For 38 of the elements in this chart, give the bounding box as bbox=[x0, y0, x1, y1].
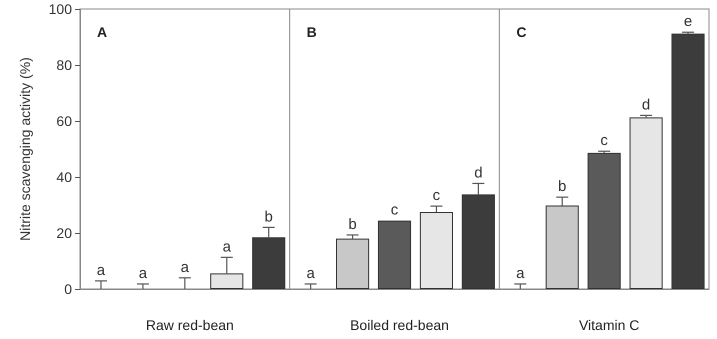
bar bbox=[210, 273, 244, 289]
y-tick-label: 0 bbox=[64, 281, 72, 297]
y-tick-label: 80 bbox=[56, 57, 72, 73]
data-label: a bbox=[138, 264, 148, 282]
annotation: C bbox=[516, 24, 526, 40]
y-tick-label: 20 bbox=[56, 225, 72, 241]
data-label: a bbox=[180, 258, 190, 276]
text: Boiled red-bean bbox=[350, 317, 449, 333]
bar bbox=[420, 212, 453, 289]
data-label: c bbox=[600, 132, 608, 150]
bar bbox=[252, 237, 286, 289]
bar bbox=[630, 117, 663, 289]
data-label: e bbox=[684, 13, 692, 30]
bar bbox=[462, 194, 495, 289]
data-label: b bbox=[558, 178, 566, 196]
data-label: c bbox=[432, 187, 441, 204]
data-label: d bbox=[642, 96, 650, 114]
y-tick-label: 100 bbox=[48, 1, 72, 17]
data-label: a bbox=[516, 264, 526, 282]
bar bbox=[546, 206, 579, 289]
data-label: a bbox=[222, 238, 232, 256]
data-label: b bbox=[348, 216, 357, 233]
bar bbox=[336, 238, 370, 289]
bar bbox=[588, 152, 621, 289]
data-label: a bbox=[96, 262, 106, 279]
data-label: a bbox=[306, 264, 316, 282]
data-label: c bbox=[390, 202, 399, 219]
y-tick-label: 40 bbox=[56, 169, 72, 185]
text: Raw red-bean bbox=[146, 317, 234, 333]
annotation: B bbox=[306, 24, 317, 40]
data-label: d bbox=[474, 164, 483, 182]
y-tick-label: 60 bbox=[56, 113, 72, 129]
bar bbox=[671, 34, 705, 289]
text: Vitamin C bbox=[578, 317, 640, 333]
data-label: b bbox=[264, 208, 273, 226]
y-axis-title: Nitrite scavenging activity (%) bbox=[17, 57, 33, 241]
bar bbox=[378, 220, 412, 289]
annotation: A bbox=[97, 24, 108, 40]
